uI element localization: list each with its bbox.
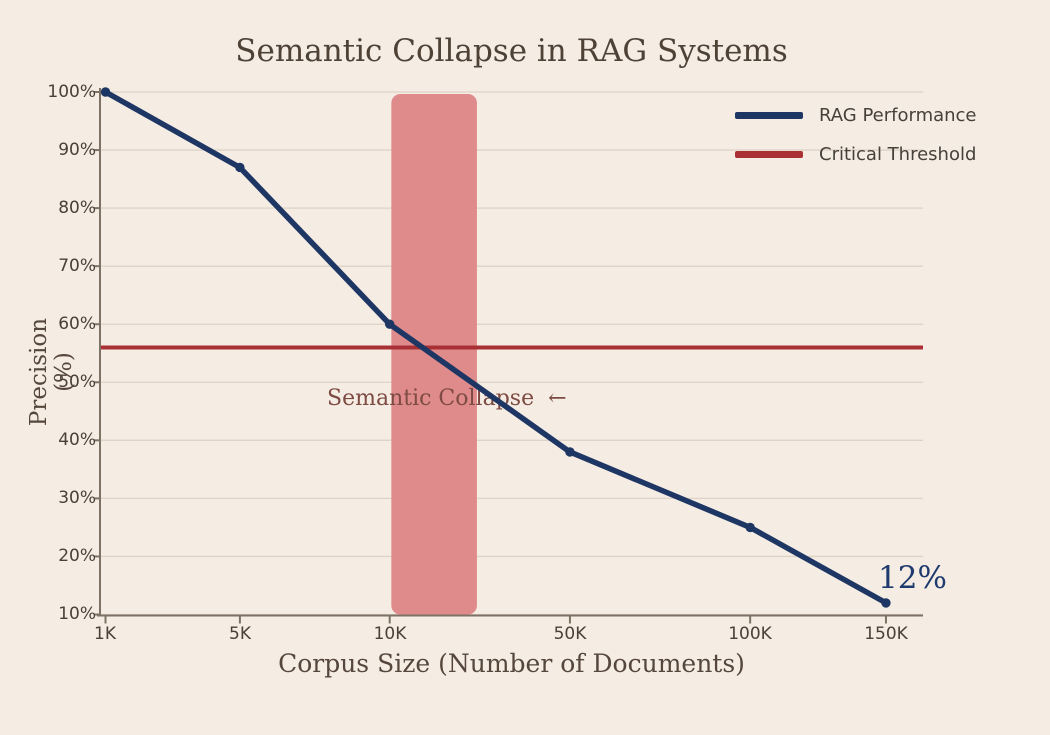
legend-item-critical-threshold: Critical Threshold [735,142,977,166]
legend-label: Critical Threshold [819,143,977,165]
x-tick-label: 50K [553,624,587,644]
end-value-label: 12% [878,560,947,596]
y-tick-label: 30% [58,488,96,508]
x-tick-label: 150K [864,624,908,644]
rag-performance-line-swatch [735,111,803,119]
legend-label: RAG Performance [819,104,977,126]
y-axis-title: Precision (%) [26,317,77,427]
y-tick-label: 50% [58,372,96,392]
data-point-marker [235,162,245,173]
data-point-marker [100,87,111,97]
x-tick-label: 5K [229,624,251,644]
x-axis-title: Corpus Size (Number of Documents) [278,649,745,678]
y-tick-label: 40% [58,430,96,450]
legend-item-rag-performance: RAG Performance [735,103,977,127]
chart-title: Semantic Collapse in RAG Systems [235,33,788,69]
legend: RAG Performance Critical Threshold [735,103,977,181]
y-tick-label: 90% [58,140,96,160]
y-tick-label: 80% [58,198,96,218]
y-tick-label: 20% [58,546,96,566]
data-point-marker [881,598,891,608]
y-tick-label: 10% [58,604,96,624]
critical-threshold-line-swatch [735,150,803,158]
y-axis-title-line2: (%) [51,352,77,392]
y-axis-title-line1: Precision [26,317,53,427]
y-tick-label: 70% [58,256,96,276]
data-point-marker [384,319,395,329]
y-tick-label: 100% [47,82,96,102]
x-tick-label: 100K [728,624,772,644]
y-tick-label: 60% [58,314,96,334]
x-tick-label: 10K [373,624,407,644]
data-point-marker [565,447,575,457]
x-tick-label: 1K [94,624,116,644]
rag-performance-line [102,89,889,606]
data-point-marker [745,522,755,533]
